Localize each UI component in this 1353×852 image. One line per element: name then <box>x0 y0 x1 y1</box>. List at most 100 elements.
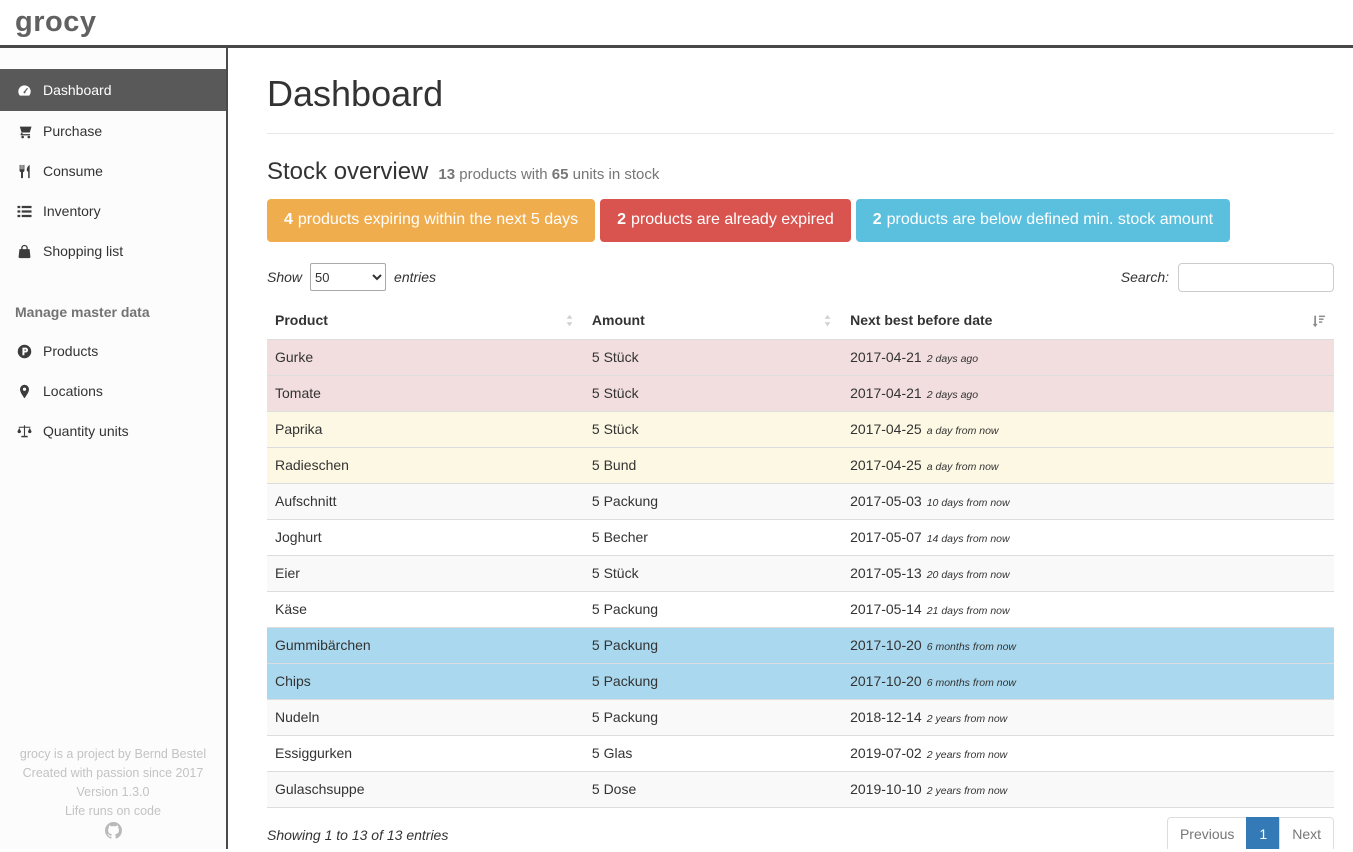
search-label: Search: <box>1120 269 1169 286</box>
product-cell: Radieschen <box>267 446 584 484</box>
sidebar-footer: grocy is a project by Bernd Bestel Create… <box>0 745 226 845</box>
sidebar-item-locations[interactable]: Locations <box>0 371 226 411</box>
date-value: 2017-04-25 <box>850 456 922 473</box>
product-cell: Gurke <box>267 338 584 376</box>
sidebar-item-products[interactable]: Products <box>0 331 226 371</box>
github-icon[interactable] <box>0 822 226 845</box>
date-value: 2017-05-14 <box>850 600 922 617</box>
date-cell: 2017-10-20 6 months from now <box>842 626 1334 664</box>
column-header-next-best-before-date[interactable]: Next best before date <box>842 304 1334 340</box>
date-value: 2017-04-21 <box>850 384 922 401</box>
amount-cell: 5 Packung <box>583 662 843 700</box>
date-value: 2018-12-14 <box>850 708 922 725</box>
pagination: Previous 1 Next <box>1166 816 1334 849</box>
badge-below-min-stock[interactable]: 2 products are below defined min. stock … <box>855 198 1231 242</box>
table-row: Gulaschsuppe 5 Dose 2019-10-10 2 years fr… <box>267 770 1334 808</box>
list-icon <box>15 204 33 219</box>
sidebar-item-consume[interactable]: Consume <box>0 151 226 191</box>
product-cell: Gummibärchen <box>267 626 584 664</box>
date-cell: 2017-04-25 a day from now <box>842 410 1334 448</box>
table-row: Gurke 5 Stück 2017-04-21 2 days ago <box>267 338 1334 376</box>
sidebar-item-inventory[interactable]: Inventory <box>0 191 226 231</box>
sort-icon <box>821 314 834 330</box>
product-cell: Gulaschsuppe <box>267 770 584 808</box>
badge-expiring[interactable]: 4 products expiring within the next 5 da… <box>267 198 596 242</box>
date-value: 2017-10-20 <box>850 672 922 689</box>
sidebar-item-label: Quantity units <box>43 423 129 439</box>
date-cell: 2019-07-02 2 years from now <box>842 734 1334 772</box>
timeago-text: 6 months from now <box>926 676 1017 689</box>
sidebar-item-shopping-list[interactable]: Shopping list <box>0 231 226 271</box>
sidebar-item-quantity-units[interactable]: Quantity units <box>0 411 226 451</box>
sidebar-footer-line: Life runs on code <box>65 804 161 818</box>
date-value: 2017-04-25 <box>850 420 922 437</box>
date-value: 2017-10-20 <box>850 636 922 653</box>
pagination-page-1[interactable]: 1 <box>1246 816 1281 849</box>
date-value: 2019-10-10 <box>850 780 922 797</box>
sidebar-nav: Dashboard Purchase Consume Inventory Sho… <box>0 69 226 271</box>
tachometer-icon <box>15 83 33 98</box>
date-value: 2019-07-02 <box>850 744 922 761</box>
product-cell: Chips <box>267 662 584 700</box>
amount-cell: 5 Packung <box>583 698 843 736</box>
column-header-product[interactable]: Product <box>267 304 584 340</box>
sidebar-item-label: Purchase <box>43 123 103 139</box>
timeago-text: 21 days from now <box>926 604 1010 617</box>
show-label: Show <box>267 269 303 286</box>
sidebar-item-purchase[interactable]: Purchase <box>0 111 226 151</box>
badge-expired[interactable]: 2 products are already expired <box>600 198 851 242</box>
shopping-bag-icon <box>15 244 33 259</box>
table-row: Chips 5 Packung 2017-10-20 6 months from … <box>267 662 1334 700</box>
table-row: Käse 5 Packung 2017-05-14 21 days from no… <box>267 590 1334 628</box>
timeago-text: 10 days from now <box>926 496 1010 509</box>
pagination-previous[interactable]: Previous <box>1166 816 1248 849</box>
amount-cell: 5 Packung <box>583 590 843 628</box>
app-logo[interactable]: grocy <box>15 6 97 38</box>
table-row: Paprika 5 Stück 2017-04-25 a day from now <box>267 410 1334 448</box>
date-cell: 2019-10-10 2 years from now <box>842 770 1334 808</box>
date-value: 2017-05-13 <box>850 564 922 581</box>
column-header-amount[interactable]: Amount <box>583 304 843 340</box>
sidebar-item-dashboard[interactable]: Dashboard <box>0 69 226 111</box>
amount-cell: 5 Stück <box>583 410 843 448</box>
table-footer: Showing 1 to 13 of 13 entries Previous 1… <box>267 816 1334 849</box>
amount-cell: 5 Packung <box>583 626 843 664</box>
date-cell: 2017-05-13 20 days from now <box>842 554 1334 592</box>
sidebar-item-label: Dashboard <box>43 82 112 98</box>
main-content: Dashboard Stock overview 13 products wit… <box>228 48 1353 849</box>
date-cell: 2018-12-14 2 years from now <box>842 698 1334 736</box>
divider <box>267 132 1334 134</box>
timeago-text: 2 years from now <box>926 748 1008 761</box>
table-row: Essiggurken 5 Glas 2019-07-02 2 years fro… <box>267 734 1334 772</box>
sidebar-master-nav: Products Locations Quantity units <box>0 331 226 451</box>
pagination-next[interactable]: Next <box>1279 816 1334 849</box>
amount-cell: 5 Dose <box>583 770 843 808</box>
date-cell: 2017-10-20 6 months from now <box>842 662 1334 700</box>
table-row: Tomate 5 Stück 2017-04-21 2 days ago <box>267 374 1334 412</box>
date-cell: 2017-05-14 21 days from now <box>842 590 1334 628</box>
page-length-select[interactable]: 50 <box>310 263 387 292</box>
sidebar-item-label: Locations <box>43 383 103 399</box>
status-badges: 4 products expiring within the next 5 da… <box>267 198 1334 242</box>
date-cell: 2017-05-07 14 days from now <box>842 518 1334 556</box>
sidebar-footer-line: Version 1.3.0 <box>76 785 150 799</box>
amount-cell: 5 Stück <box>583 374 843 412</box>
timeago-text: 2 days ago <box>926 388 979 401</box>
table-row: Nudeln 5 Packung 2018-12-14 2 years from … <box>267 698 1334 736</box>
sidebar-item-label: Inventory <box>43 203 101 219</box>
table-row: Gummibärchen 5 Packung 2017-10-20 6 month… <box>267 626 1334 664</box>
search-input[interactable] <box>1178 262 1334 292</box>
amount-cell: 5 Becher <box>583 518 843 556</box>
cutlery-icon <box>15 164 33 179</box>
date-cell: 2017-05-03 10 days from now <box>842 482 1334 520</box>
amount-cell: 5 Glas <box>583 734 843 772</box>
sidebar-item-label: Products <box>43 343 99 359</box>
stock-summary: 13 products with 65 units in stock <box>438 165 660 183</box>
entries-label: entries <box>394 269 437 286</box>
date-value: 2017-05-03 <box>850 492 922 509</box>
product-cell: Joghurt <box>267 518 584 556</box>
sidebar-footer-line: grocy is a project by Bernd Bestel <box>19 747 207 761</box>
timeago-text: 14 days from now <box>926 532 1010 545</box>
cart-icon <box>15 124 33 139</box>
stock-overview-header: Stock overview 13 products with 65 units… <box>267 158 1334 186</box>
